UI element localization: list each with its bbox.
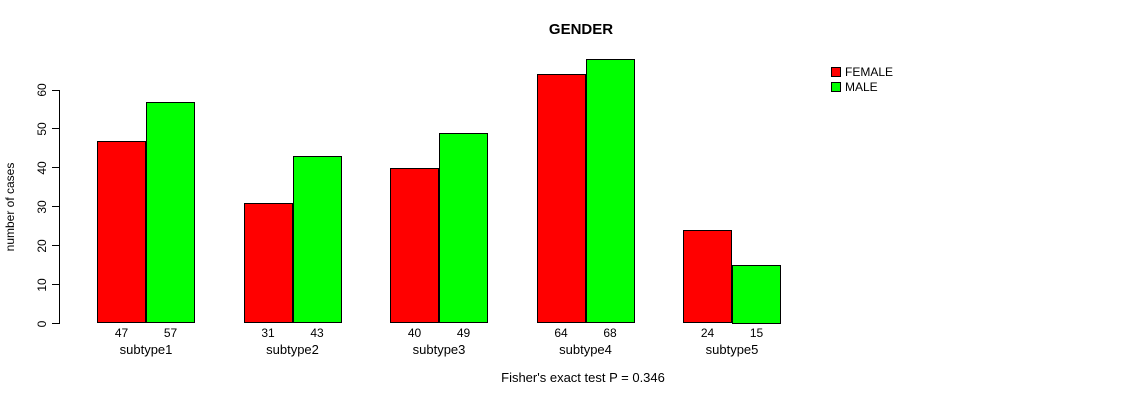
y-tick-label: 20 [35, 238, 49, 253]
bar-male-subtype1 [146, 101, 195, 324]
y-tick-label: 30 [35, 200, 49, 214]
y-tick-mark [52, 206, 59, 208]
y-tick-label: 40 [35, 161, 49, 175]
legend-item-male: MALE [831, 79, 893, 94]
legend-swatch-icon [831, 81, 841, 92]
bar-female-subtype4 [536, 74, 586, 324]
x-tick-label-subtype3: subtype3 [412, 342, 466, 357]
y-tick-mark [52, 323, 59, 324]
x-tick-label-subtype1: subtype1 [119, 342, 173, 357]
bar-female-subtype3 [390, 167, 439, 324]
bar-male-subtype4 [585, 58, 635, 324]
bar-male-subtype3 [439, 132, 488, 324]
y-tick-mark [52, 128, 59, 130]
bar-value-label: 68 [603, 326, 617, 340]
y-axis-line [59, 90, 60, 324]
x-tick-label-subtype5: subtype5 [705, 342, 759, 357]
legend-label: FEMALE [845, 64, 894, 79]
bar-value-label: 43 [310, 326, 324, 340]
y-tick-mark [52, 284, 59, 286]
y-tick-label: 0 [35, 320, 49, 327]
bar-value-label: 40 [407, 326, 422, 340]
bar-value-label: 64 [554, 326, 568, 340]
legend-label: MALE [845, 79, 878, 94]
x-tick-label-subtype4: subtype4 [559, 342, 612, 357]
bar-male-subtype5 [732, 265, 781, 324]
y-tick-mark [52, 167, 59, 169]
y-tick-label: 50 [35, 122, 49, 136]
y-axis-title: number of cases [3, 162, 17, 252]
legend-swatch-icon [831, 66, 841, 77]
bar-value-label: 47 [114, 326, 129, 340]
legend-item-female: FEMALE [831, 64, 893, 79]
bar-value-label: 24 [700, 326, 715, 340]
y-tick-mark [52, 89, 59, 91]
bar-male-subtype2 [292, 156, 342, 324]
y-tick-label: 60 [35, 83, 49, 97]
stat-annotation: Fisher's exact test P = 0.346 [501, 370, 665, 385]
x-tick-label-subtype2: subtype2 [266, 342, 319, 357]
bar-female-subtype5 [683, 230, 732, 324]
bar-value-label: 15 [749, 326, 764, 340]
bar-value-label: 31 [261, 326, 275, 340]
bar-value-label: 57 [163, 326, 178, 340]
bar-value-label: 49 [456, 326, 471, 340]
bar-female-subtype2 [243, 202, 293, 324]
y-tick-label: 10 [35, 277, 49, 292]
legend: FEMALE MALE [831, 64, 893, 94]
bar-female-subtype1 [97, 140, 146, 324]
y-tick-mark [52, 245, 59, 247]
chart-title: GENDER [548, 21, 614, 38]
